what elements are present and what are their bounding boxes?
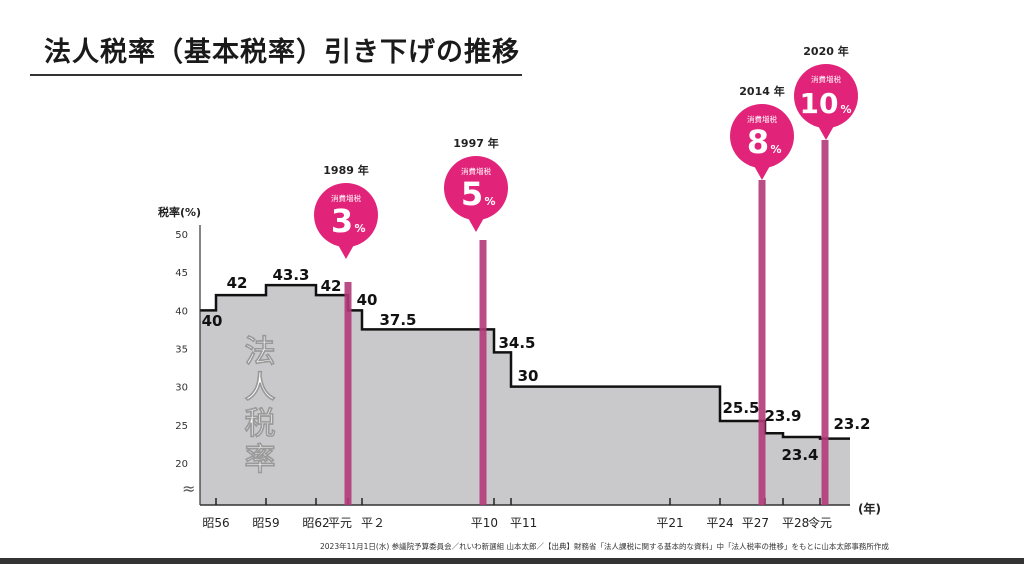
step-value-label: 23.9	[764, 407, 801, 425]
tax-bubble-pointer	[753, 164, 771, 180]
tax-year-label: 1989 年	[323, 163, 368, 177]
step-value-label: 37.5	[379, 311, 416, 329]
tax-rate-unit: %	[770, 143, 781, 156]
axis-break-icon: ≈	[182, 479, 195, 498]
x-tick-label: 昭62	[302, 516, 329, 530]
tax-rate-value: 8	[747, 123, 769, 161]
step-value-label: 40	[202, 312, 223, 330]
tax-bubble	[314, 183, 378, 247]
y-tick-label: 35	[175, 345, 188, 356]
y-tick-label: 25	[175, 421, 188, 432]
step-line	[200, 283, 850, 440]
tax-bubble-caption: 消費増税	[747, 114, 777, 124]
chart-title: 法人税率（基本税率）引き下げの推移	[44, 37, 520, 68]
bottom-bar	[0, 558, 1024, 564]
tax-year-label: 2020 年	[803, 44, 848, 58]
step-value-label: 40	[357, 291, 378, 309]
source-footer: 2023年11月1日(水) 参議院予算委員会／れいわ新選組 山本太郎／【出典】財…	[320, 542, 889, 551]
step-value-label: 30	[518, 367, 539, 385]
tax-rate-value: 10	[800, 87, 839, 120]
step-value-label: 43.3	[272, 266, 309, 284]
step-value-label: 42	[227, 274, 248, 292]
x-tick-label: 昭59	[252, 516, 279, 530]
tax-bubble-caption: 消費増税	[331, 193, 361, 203]
x-tick-label: 平28	[782, 516, 809, 530]
tax-year-label: 2014 年	[739, 84, 784, 98]
tax-rate-value: 5	[461, 175, 483, 213]
tax-bubble	[794, 64, 858, 128]
tax-marker-line	[479, 240, 487, 505]
y-tick-label: 30	[175, 383, 188, 394]
step-value-label: 34.5	[498, 334, 535, 352]
step-value-label: 42	[321, 277, 342, 295]
y-tick-label: 20	[175, 459, 188, 470]
y-tick-label: 40	[175, 306, 188, 317]
tax-marker-line	[758, 180, 766, 505]
tax-year-label: 1997 年	[453, 136, 498, 150]
step-value-label: 23.2	[833, 415, 870, 433]
tax-bubble-pointer	[817, 124, 835, 140]
tax-bubble-caption: 消費増税	[461, 166, 491, 176]
y-axis-label: 税率(%)	[158, 205, 201, 219]
tax-marker-line	[344, 282, 352, 505]
area-label-char: 法	[245, 334, 276, 370]
step-value-label: 23.4	[781, 446, 818, 464]
x-tick-label: 平27	[742, 516, 769, 530]
x-tick-label: 平２	[361, 516, 385, 530]
area-label-char: 税	[245, 406, 276, 442]
tax-rate-unit: %	[354, 222, 365, 235]
x-tick-label: 平元	[328, 516, 352, 530]
tax-bubble-caption: 消費増税	[811, 74, 841, 84]
y-tick-label: 45	[175, 268, 188, 279]
x-tick-label: 令元	[808, 515, 832, 530]
x-axis-label: (年)	[858, 501, 881, 516]
tax-rate-value: 3	[331, 202, 353, 240]
area-fill	[200, 285, 850, 505]
tax-bubble-pointer	[337, 243, 355, 259]
tax-rate-unit: %	[484, 195, 495, 208]
area-label-char: 人	[245, 370, 276, 406]
y-tick-label: 50	[175, 230, 188, 241]
tax-rate-unit: %	[840, 103, 851, 116]
title-underline	[30, 74, 522, 76]
x-tick-label: 平21	[656, 516, 683, 530]
x-tick-label: 平24	[706, 516, 733, 530]
area-label-char: 率	[245, 442, 276, 478]
x-tick-label: 平10	[471, 516, 498, 530]
tax-marker-line	[821, 140, 829, 505]
step-value-label: 25.5	[722, 399, 759, 417]
x-tick-label: 昭56	[202, 516, 229, 530]
tax-bubble-pointer	[467, 216, 485, 232]
x-tick-label: 平11	[510, 516, 537, 530]
tax-bubble	[444, 156, 508, 220]
tax-bubble	[730, 104, 794, 168]
